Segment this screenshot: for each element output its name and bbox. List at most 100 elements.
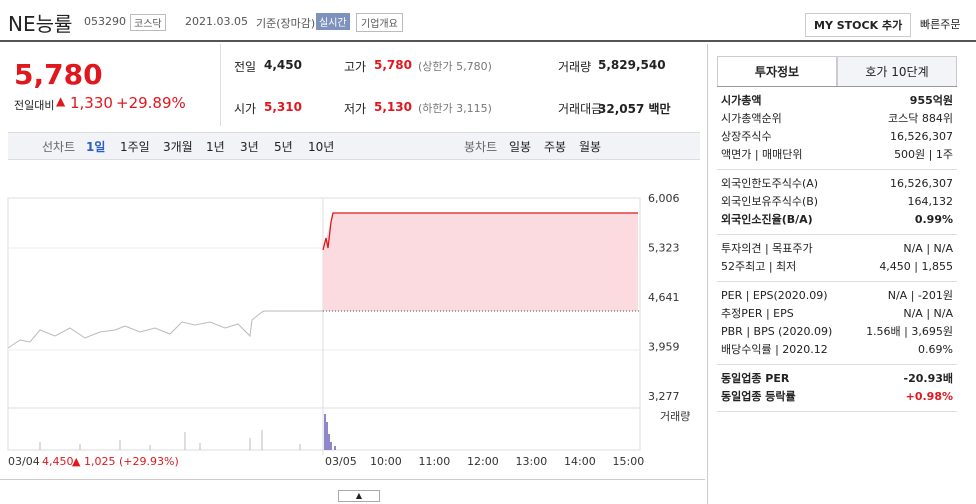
line-label: 선차트 [42,140,76,154]
stat-value: 5,310 [264,100,302,114]
info-row: 시가총액순위 코스닥 884위 [721,110,953,128]
info-row: 상장주식수 16,526,307 [721,128,953,146]
period-bar [8,132,700,160]
y-tick-label: 3,959 [648,341,680,354]
info-label: 외국인한도주식수(A) [721,177,819,190]
info-value: 16,526,307 [890,177,953,190]
info-label: 동일업종 PER [721,372,790,385]
period[interactable]: 3년 [240,140,259,154]
price-line [322,212,638,251]
info-label: 외국인보유주식수(B) [721,195,819,208]
x-tick-label: 10:00 [370,455,402,468]
info-value: 955억원 [909,94,953,107]
x-tick-label: 11:00 [419,455,451,468]
tab[interactable]: 호가 10단계 [837,56,957,86]
info-label: 동일업종 등락률 [721,390,796,403]
stat-label: 저가 [344,102,367,116]
info-label: 투자의견 | 목표주가 [721,242,813,255]
info-value: N/A | N/A [903,307,953,320]
y-tick-label: 5,323 [648,242,680,255]
stat-extra: (상한가 5,780) [418,60,492,73]
info-label: 배당수익률 | 2020.12 [721,343,828,356]
x-tick-label: 14:00 [564,455,596,468]
volume-frame [7,407,641,451]
info-row: 시가총액 955억원 [721,92,953,110]
stat-value: 5,130 [374,100,412,114]
prev-date: 03/04 [8,455,40,468]
y-tick-label: 3,277 [648,390,680,403]
info-group: 투자의견 | 목표주가 N/A | N/A 52주최고 | 최저 4,450 | 1,… [717,235,957,282]
info-value: +0.98% [905,390,953,403]
change-label: 전일대비 [14,99,55,112]
info-value: 500원 | 1주 [894,148,953,161]
price: 5,780 [14,58,103,91]
market: 코스닥 [130,14,166,31]
code: 053290 [84,15,126,28]
y-tick-label: 4,641 [648,291,680,304]
period[interactable]: 1년 [206,140,225,154]
stat-label: 고가 [344,60,367,74]
info-row: 동일업종 PER -20.93배 [721,370,953,388]
mystock[interactable]: MY STOCK 추가 [805,13,912,37]
stat-label: 거래량 [558,60,592,74]
period[interactable]: 1주일 [120,140,150,154]
x-tick-label: 12:00 [467,455,499,468]
info-value: 16,526,307 [890,130,953,143]
up-arrow: ▲ [56,94,66,108]
x-tick-label: 13:00 [516,455,548,468]
info-value: N/A | N/A [903,242,953,255]
change: 1,330 [70,94,113,112]
info-label: 상장주식수 [721,130,772,143]
info-row: 투자의견 | 목표주가 N/A | N/A [721,240,953,258]
date: 2021.03.05 [185,15,248,28]
tab[interactable]: 투자정보 [717,56,837,86]
stat-value: 4,450 [264,58,302,72]
volume [324,414,336,450]
info-value: 1.56배 | 3,695원 [866,325,953,338]
realtime[interactable]: 실시간 [316,13,350,30]
volume-label: 거래량 [660,410,690,423]
info-value: N/A | -201원 [887,289,953,302]
candle-period[interactable]: 월봉 [579,140,602,154]
x-tick-label: 15:00 [613,455,645,468]
quick[interactable]: 빠른주문 [920,18,961,31]
candle-label: 봉차트 [464,140,498,154]
stat-label: 시가 [234,102,257,116]
info-value: 코스닥 884위 [888,112,953,125]
info-value: 0.69% [918,343,953,356]
candle-period[interactable]: 일봉 [509,140,532,154]
info-row: 배당수익률 | 2020.12 0.69% [721,341,953,359]
info-label: 시가총액순위 [721,112,782,125]
info-row: 외국인한도주식수(A) 16,526,307 [721,175,953,193]
info-row: 외국인소진율(B/A) 0.99% [721,211,953,229]
y-tick-label: 6,006 [648,192,680,205]
info-label: PBR | BPS (2020.09) [721,325,833,338]
info-row: 52주최고 | 최저 4,450 | 1,855 [721,258,953,276]
period[interactable]: 1일 [86,140,106,154]
prev-change: 1,025 (+29.93%) [84,455,179,468]
company[interactable]: 기업개요 [356,13,403,32]
collapse[interactable]: ▲ [338,490,380,502]
info-row: PER | EPS(2020.09) N/A | -201원 [721,287,953,305]
info-label: PER | EPS(2020.09) [721,289,828,302]
info-row: 액면가 | 매매단위 500원 | 1주 [721,146,953,164]
prev-arrow: ▲ [72,455,81,468]
period[interactable]: 3개월 [163,140,193,154]
period[interactable]: 5년 [274,140,293,154]
period[interactable]: 10년 [308,140,335,154]
panel-divider [707,44,708,504]
prev-price: 4,450 [42,455,74,468]
price-box [8,44,221,126]
info-row: 추정PER | EPS N/A | N/A [721,305,953,323]
info-value: 164,132 [907,195,954,208]
info-row: 동일업종 등락률 +0.98% [721,388,953,406]
stat-extra: (하한가 3,115) [418,102,492,115]
candle-period[interactable]: 주봉 [544,140,567,154]
info-value: 4,450 | 1,855 [879,260,953,273]
x-tick-label: 03/05 [325,455,357,468]
prev-volume [39,430,301,450]
info-label: 추정PER | EPS [721,307,794,320]
